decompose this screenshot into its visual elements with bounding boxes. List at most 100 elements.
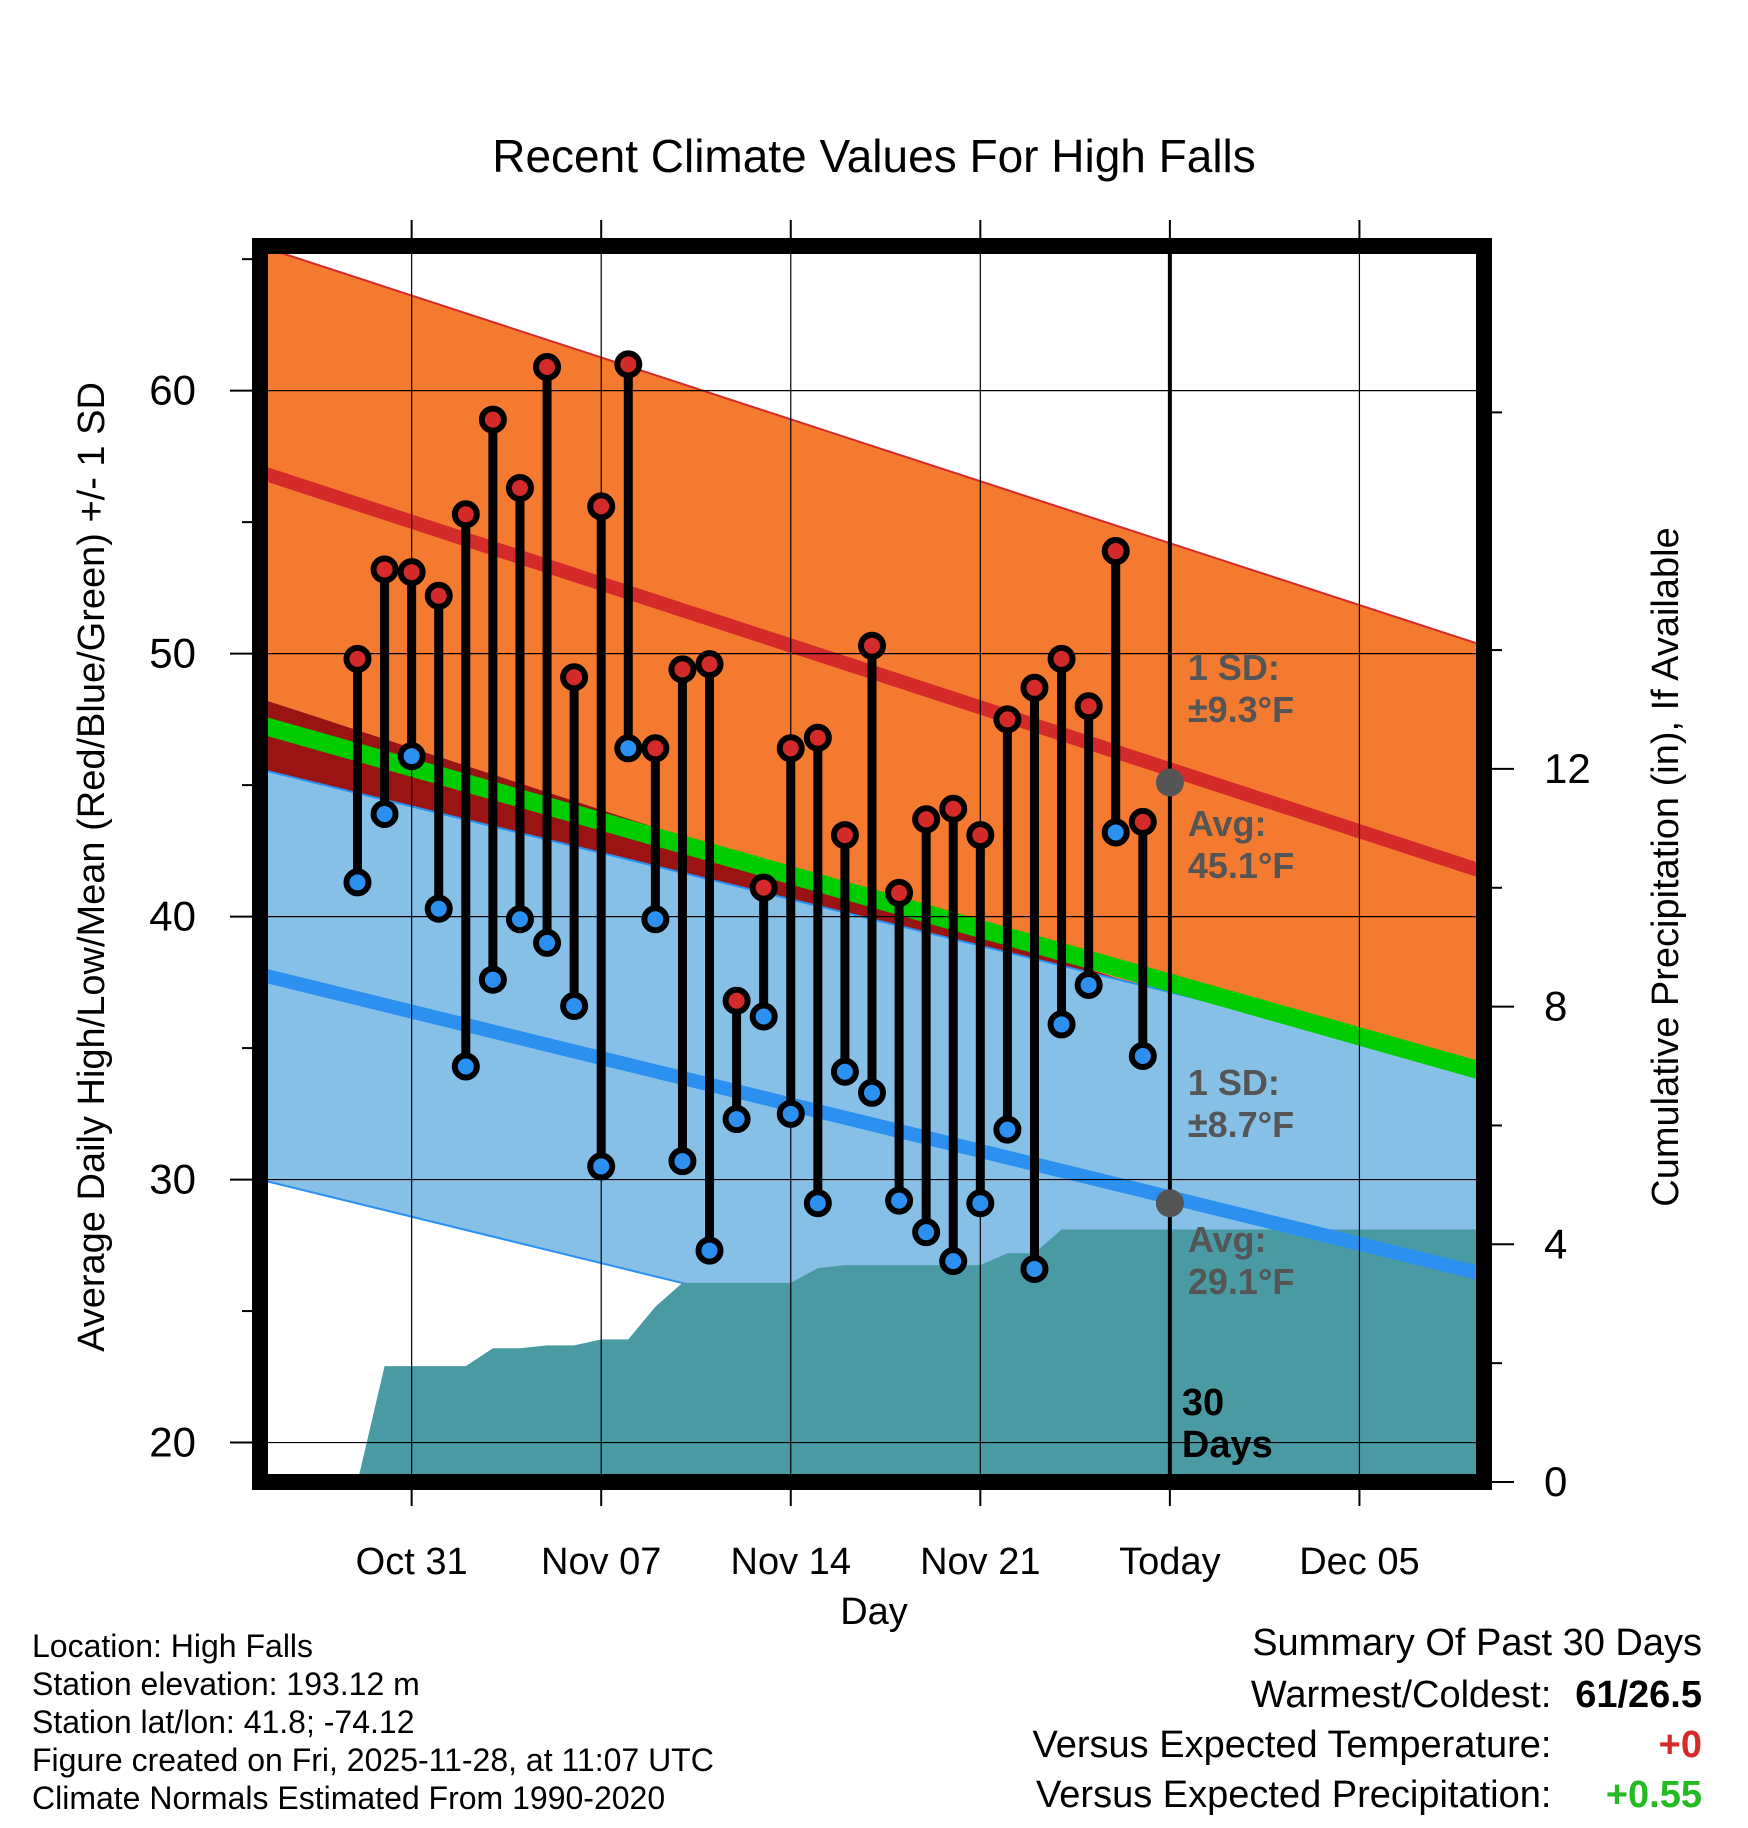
y-tick-label: 40 — [149, 893, 196, 940]
daily-high-point — [1074, 692, 1103, 721]
plot-frame — [252, 238, 1492, 1490]
daily-low-point — [885, 1186, 914, 1215]
daily-low-point — [993, 1115, 1022, 1144]
y2-tick-label: 8 — [1544, 983, 1567, 1030]
chart-title: Recent Climate Values For High Falls — [492, 130, 1256, 182]
daily-high-point — [722, 986, 751, 1015]
daily-high-point — [885, 878, 914, 907]
daily-high-point — [1101, 537, 1130, 566]
daily-high-point — [478, 405, 507, 434]
daily-low-point — [830, 1057, 859, 1086]
high-sd-upper-edge — [260, 246, 1484, 647]
daily-low-point — [1101, 818, 1130, 847]
temp-value: +0 — [1658, 1724, 1702, 1766]
y-tick-label: 50 — [149, 630, 196, 677]
daily-high-point — [993, 705, 1022, 734]
high-avg-today-marker — [1155, 768, 1184, 797]
created-text: Figure created on Fri, 2025-11-28, at 11… — [32, 1742, 714, 1778]
latlon-text: Station lat/lon: 41.8; -74.12 — [32, 1704, 415, 1740]
axes: Oct 31 Nov 07 Nov 14 Nov 21 Today Dec 05 20 30 4… — [149, 220, 1591, 1583]
daily-high-point — [424, 581, 453, 610]
precip-value: +0.55 — [1605, 1774, 1702, 1816]
daily-low-point — [722, 1105, 751, 1134]
y2-tick-label: 4 — [1544, 1220, 1567, 1267]
x-axis-label: Day — [840, 1591, 908, 1633]
daily-low-point — [614, 734, 643, 763]
x-tick-label: Nov 07 — [541, 1541, 661, 1583]
x-tick-label: Today — [1119, 1541, 1220, 1583]
daily-low-point — [939, 1247, 968, 1276]
station-info: Location: High Falls Station elevation: … — [32, 1627, 714, 1817]
daily-low-point — [424, 894, 453, 923]
period-label: 30 — [1182, 1382, 1224, 1424]
precip-label: Versus Expected Precipitation: — [1036, 1774, 1552, 1816]
daily-high-point — [587, 492, 616, 521]
daily-low-point — [668, 1147, 697, 1176]
daily-high-point — [1020, 673, 1049, 702]
daily-low-point — [695, 1236, 724, 1265]
daily-high-point — [505, 473, 534, 502]
warm-cold-value: 61/26.5 — [1575, 1674, 1702, 1716]
low-avg-annotation: 29.1°F — [1188, 1261, 1294, 1302]
daily-high-point — [966, 821, 995, 850]
daily-high-point — [451, 500, 480, 529]
daily-low-point — [343, 868, 372, 897]
daily-high-point — [641, 734, 670, 763]
daily-high-point — [912, 805, 941, 834]
daily-low-point — [533, 928, 562, 957]
daily-low-point — [587, 1152, 616, 1181]
daily-high-point — [776, 734, 805, 763]
y-axis-label: Average Daily High/Low/Mean (Red/Blue/Gr… — [71, 382, 113, 1352]
daily-low-point — [1128, 1041, 1157, 1070]
daily-low-point — [370, 800, 399, 829]
x-tick-label: Dec 05 — [1299, 1541, 1419, 1583]
low-avg-annotation: Avg: — [1188, 1219, 1267, 1260]
precip-area — [357, 1229, 1484, 1482]
y-tick-label: 20 — [149, 1419, 196, 1466]
warm-cold-label: Warmest/Coldest: — [1250, 1674, 1552, 1716]
daily-high-point — [397, 558, 426, 587]
daily-high-point — [1047, 644, 1076, 673]
daily-high-point — [749, 873, 778, 902]
x-tick-label: Nov 14 — [731, 1541, 851, 1583]
y-tick-label: 60 — [149, 367, 196, 414]
low-avg-today-marker — [1155, 1189, 1184, 1218]
low-sd-annotation: 1 SD: — [1188, 1062, 1280, 1103]
daily-low-point — [749, 1002, 778, 1031]
temp-row: Versus Expected Temperature: +0 — [1033, 1724, 1702, 1774]
daily-low-point — [1020, 1254, 1049, 1283]
high-avg-annotation: 45.1°F — [1188, 845, 1294, 886]
daily-high-point — [668, 655, 697, 684]
y-tick-label: 30 — [149, 1156, 196, 1203]
daily-low-point — [803, 1189, 832, 1218]
daily-high-point — [939, 794, 968, 823]
daily-high-point — [533, 352, 562, 381]
daily-high-point — [614, 350, 643, 379]
x-tick-label: Oct 31 — [356, 1541, 468, 1583]
daily-low-point — [1074, 970, 1103, 999]
daily-low-point — [478, 965, 507, 994]
warm-cold-row: Warmest/Coldest: 61/26.5 — [1033, 1674, 1702, 1724]
daily-low-point — [912, 1218, 941, 1247]
daily-high-point — [370, 555, 399, 584]
daily-low-point — [505, 905, 534, 934]
daily-high-point — [803, 723, 832, 752]
daily-low-point — [858, 1078, 886, 1107]
daily-high-point — [695, 650, 724, 679]
daily-low-point — [560, 992, 589, 1021]
normals-text: Climate Normals Estimated From 1990-2020 — [32, 1780, 666, 1816]
daily-high-point — [343, 644, 372, 673]
high-avg-annotation: Avg: — [1188, 803, 1267, 844]
location-text: Location: High Falls — [32, 1628, 314, 1664]
daily-low-point — [776, 1099, 805, 1128]
high-sd-annotation: ±9.3°F — [1188, 689, 1294, 730]
summary-panel: Summary Of Past 30 Days Warmest/Coldest:… — [1033, 1622, 1702, 1824]
daily-low-point — [451, 1052, 480, 1081]
daily-high-point — [830, 821, 859, 850]
daily-high-point — [858, 631, 886, 660]
low-sd-annotation: ±8.7°F — [1188, 1104, 1294, 1145]
temp-label: Versus Expected Temperature: — [1032, 1724, 1552, 1766]
